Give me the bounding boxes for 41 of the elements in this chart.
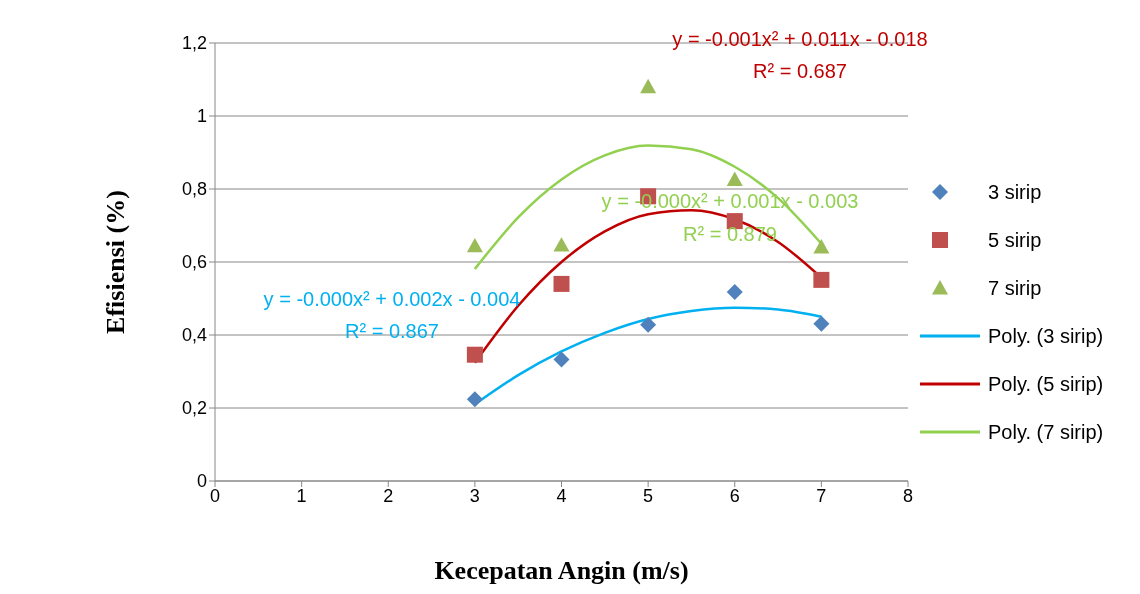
x-tick-label: 3 bbox=[469, 485, 480, 506]
point bbox=[553, 275, 570, 292]
y-tick-label: 0,2 bbox=[181, 398, 207, 419]
point bbox=[553, 237, 570, 252]
y-tick-label: 0,6 bbox=[181, 252, 207, 273]
y-tick-label: 0,8 bbox=[181, 179, 207, 200]
x-tick-label: 6 bbox=[729, 485, 740, 506]
legend-label: 3 sirip bbox=[988, 180, 1042, 205]
legend-label: Poly. (3 sirip) bbox=[988, 324, 1104, 349]
legend-label: Poly. (7 sirip) bbox=[988, 420, 1104, 445]
point bbox=[813, 239, 830, 254]
legend-label: Poly. (5 sirip) bbox=[988, 372, 1104, 397]
y-tick-label: 0 bbox=[196, 471, 207, 492]
point bbox=[466, 346, 483, 363]
annotation: y = -0.000x² + 0.002x - 0.004 bbox=[263, 287, 521, 311]
x-tick-label: 1 bbox=[296, 485, 307, 506]
x-tick-label: 4 bbox=[556, 485, 567, 506]
annotation: R² = 0.867 bbox=[345, 319, 439, 343]
x-tick-label: 2 bbox=[383, 485, 394, 506]
point bbox=[553, 351, 570, 368]
point bbox=[726, 171, 743, 186]
x-tick-label: 0 bbox=[209, 485, 221, 506]
x-tick-label: 8 bbox=[902, 485, 914, 506]
y-tick-label: 1 bbox=[196, 106, 207, 127]
point bbox=[726, 283, 743, 300]
legend-label: 5 sirip bbox=[988, 228, 1042, 253]
x-tick-label: 7 bbox=[816, 485, 827, 506]
point bbox=[640, 316, 657, 333]
annotation: R² = 0.687 bbox=[753, 59, 847, 83]
point bbox=[813, 271, 830, 288]
y-tick-label: 0,4 bbox=[181, 325, 207, 346]
x-tick-label: 5 bbox=[643, 485, 654, 506]
y-axis-title: Efisiensi (%) bbox=[101, 190, 131, 334]
point bbox=[640, 78, 657, 94]
point bbox=[466, 391, 483, 408]
annotation: y = -0.001x² + 0.011x - 0.018 bbox=[672, 27, 928, 51]
x-axis-title: Kecepatan Angin (m/s) bbox=[434, 556, 689, 586]
point bbox=[813, 315, 830, 332]
point bbox=[466, 237, 483, 253]
y-tick-label: 1,2 bbox=[181, 33, 207, 54]
legend-label: 7 sirip bbox=[988, 276, 1042, 301]
